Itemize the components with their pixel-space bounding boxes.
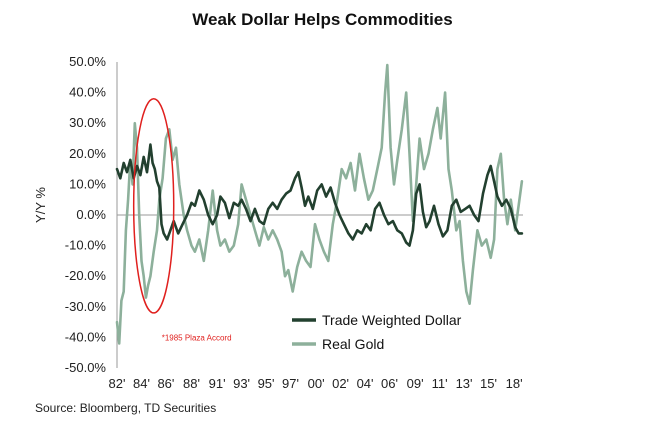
source-note: Source: Bloomberg, TD Securities [35, 401, 217, 415]
x-tick-label: 13' [456, 376, 473, 391]
x-tick-label: 18' [506, 376, 523, 391]
y-tick-label: -20.0% [65, 268, 107, 283]
legend: Trade Weighted Dollar Real Gold [292, 312, 462, 352]
x-tick-label: 91' [209, 376, 226, 391]
legend-label-trade-weighted-dollar: Trade Weighted Dollar [322, 312, 462, 328]
x-tick-label: 93' [233, 376, 250, 391]
y-tick-label: -30.0% [65, 299, 107, 314]
y-axis: 50.0% 40.0% 30.0% 20.0% 10.0% 0.0% -10.0% -20.0… [33, 54, 523, 375]
x-tick-label: 09' [407, 376, 424, 391]
y-tick-label: 0.0% [76, 207, 106, 222]
x-tick-label: 97' [282, 376, 299, 391]
series-line-trade-weighted-dollar [115, 143, 524, 247]
x-tick-label: 00' [308, 376, 325, 391]
y-tick-label: 10.0% [69, 176, 106, 191]
y-tick-label: -50.0% [65, 360, 107, 375]
x-tick-label: 88' [183, 376, 200, 391]
x-tick-label: 11' [432, 376, 448, 391]
x-tick-label: 02' [332, 376, 349, 391]
y-tick-label: 20.0% [69, 146, 106, 161]
x-tick-label: 04' [357, 376, 374, 391]
plaza-accord-ellipse [132, 97, 175, 314]
series-line-real-gold [115, 63, 524, 345]
x-tick-label: 95' [258, 376, 275, 391]
y-tick-label: -40.0% [65, 329, 107, 344]
y-tick-label: 50.0% [69, 54, 106, 69]
x-axis: 82' 84' 86' 88' 91' 93' 95' 97' 00' 02' 04' 06' 09' 1… [109, 376, 523, 391]
x-tick-label: 06' [381, 376, 398, 391]
y-tick-label: 30.0% [69, 115, 106, 130]
x-tick-label: 84' [133, 376, 150, 391]
chart-title: Weak Dollar Helps Commodities [192, 10, 453, 29]
y-axis-title: Y/Y % [33, 187, 48, 223]
x-tick-label: 15' [480, 376, 497, 391]
x-tick-label: 82' [109, 376, 126, 391]
plot-lines [115, 63, 524, 345]
y-tick-label: -10.0% [65, 238, 107, 253]
y-tick-label: 40.0% [69, 85, 106, 100]
x-tick-label: 86' [157, 376, 174, 391]
annotation-text: *1985 Plaza Accord [162, 333, 232, 342]
annotation-layer: *1985 Plaza Accord [132, 97, 232, 342]
legend-label-real-gold: Real Gold [322, 336, 384, 352]
